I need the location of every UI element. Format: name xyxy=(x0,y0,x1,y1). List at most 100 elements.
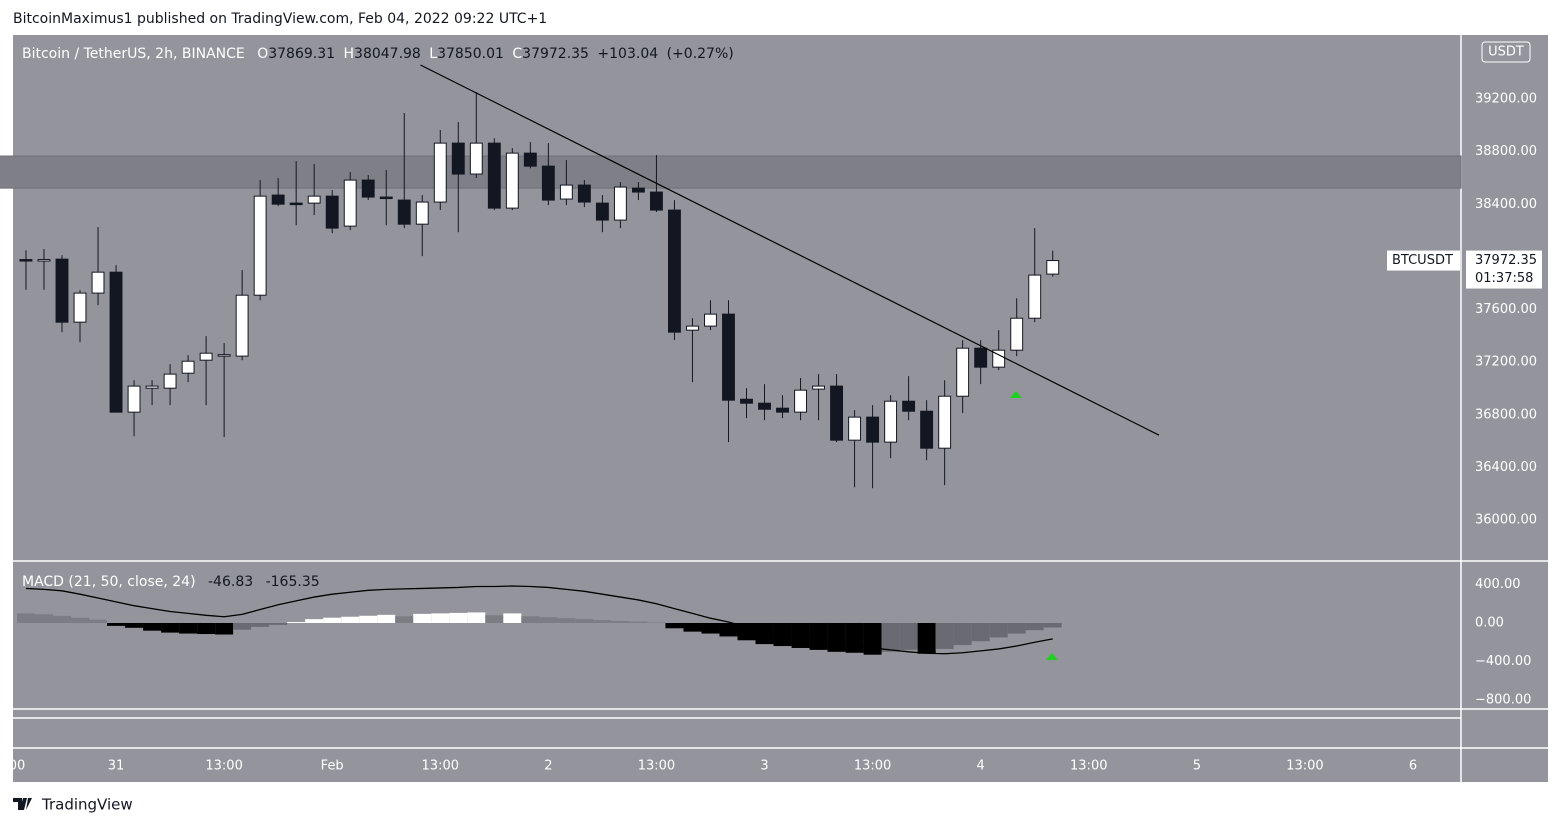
y-tick-label: 37200.00 xyxy=(1475,355,1537,370)
histogram-bar xyxy=(971,622,990,642)
histogram-bar xyxy=(539,617,558,623)
legend-value: 37869.31 xyxy=(268,46,335,62)
histogram-bar xyxy=(16,613,35,623)
candle-body xyxy=(325,195,339,229)
histogram-bar xyxy=(863,622,882,655)
footer: TradingView xyxy=(13,796,133,814)
pane-separators xyxy=(13,35,1548,782)
histogram-bar xyxy=(395,616,414,623)
histogram-bar xyxy=(881,622,900,652)
histogram-bar xyxy=(845,622,864,653)
candle-body xyxy=(127,385,141,413)
candle-body xyxy=(1028,274,1042,319)
histogram-bar xyxy=(827,622,846,652)
candle-body xyxy=(956,347,970,397)
x-tick-label: 13:00 xyxy=(1070,759,1107,774)
histogram-bar xyxy=(431,613,450,623)
candle-body xyxy=(361,179,375,198)
candle-body xyxy=(289,202,303,206)
candle-body xyxy=(668,209,681,333)
price-tag xyxy=(1466,250,1542,289)
legend-key: O xyxy=(257,46,268,62)
histogram-bar xyxy=(377,614,396,623)
candle-body xyxy=(776,407,789,413)
candle-body xyxy=(343,179,357,227)
histogram-bar xyxy=(575,619,594,623)
legend-change: +103.04 xyxy=(597,46,658,62)
y-tick-label: 39200.00 xyxy=(1475,92,1537,107)
candle-body xyxy=(91,271,105,294)
histogram-bar xyxy=(52,615,72,623)
histogram-bar xyxy=(197,622,216,635)
candle-body xyxy=(595,202,609,221)
histogram-bar xyxy=(557,618,576,623)
candle-body xyxy=(974,347,988,368)
last-price: 37972.35 xyxy=(1475,253,1537,268)
candle-body xyxy=(181,360,195,374)
candle-body xyxy=(1010,317,1024,351)
histogram-bar xyxy=(233,622,252,630)
x-tick-label: 6 xyxy=(1409,759,1417,774)
histogram-bar xyxy=(125,622,144,628)
candles xyxy=(19,92,1060,489)
candle-body xyxy=(487,142,501,209)
candle-body xyxy=(740,398,753,404)
x-tick-label: Feb xyxy=(321,759,344,774)
candle-body xyxy=(920,410,934,449)
header: BitcoinMaximus1 published on TradingView… xyxy=(13,11,547,27)
candle-body xyxy=(163,373,177,389)
histogram-bar xyxy=(341,616,360,623)
y-tick-label: 38400.00 xyxy=(1475,197,1537,212)
legend-value: 38047.98 xyxy=(354,46,421,62)
legend-change-percent: (+0.27%) xyxy=(667,46,734,62)
histogram-bar xyxy=(359,615,378,623)
y-tick-label: 36400.00 xyxy=(1475,460,1537,475)
histogram-bar xyxy=(503,613,522,623)
trendline xyxy=(420,64,1160,436)
histogram-bar xyxy=(251,622,270,627)
candle-body xyxy=(307,195,321,204)
x-tick-label: 00 xyxy=(9,759,26,774)
y-tick-label: 38800.00 xyxy=(1475,144,1537,159)
histogram-bar xyxy=(71,617,90,623)
candle-body xyxy=(145,385,159,389)
candle-body xyxy=(451,142,465,175)
candle-body xyxy=(469,142,483,175)
legend-key: L xyxy=(429,46,437,62)
histogram-bar xyxy=(179,622,198,634)
x-tick-label: 13:00 xyxy=(1286,759,1323,774)
histogram-bar xyxy=(755,622,774,645)
histogram-bar xyxy=(953,622,972,646)
candle-body xyxy=(866,416,880,443)
histogram-bar xyxy=(485,615,504,623)
macd-line xyxy=(25,585,1053,655)
histogram-bar xyxy=(701,622,720,634)
candle-body xyxy=(217,354,231,357)
histogram-bar xyxy=(413,613,432,623)
histogram-bar xyxy=(521,616,540,623)
histogram-bar xyxy=(1007,622,1026,634)
legend: Bitcoin / TetherUS, 2h, BINANCE O37869.3… xyxy=(22,46,734,62)
candle-body xyxy=(794,389,807,413)
currency: USDT xyxy=(1488,45,1524,60)
symbol: BTCUSDT xyxy=(1392,253,1453,268)
candle-body xyxy=(559,184,573,200)
x-tick-label: 13:00 xyxy=(422,759,459,774)
candle-body xyxy=(631,187,645,193)
candle-body xyxy=(505,152,519,209)
macd-title: MACD (21, 50, close, 24) xyxy=(22,574,196,590)
macd-legend: MACD (21, 50, close, 24) -46.83 -165.35 xyxy=(22,574,320,590)
candle-body xyxy=(19,259,33,262)
candle-body xyxy=(541,165,555,201)
histogram-bar xyxy=(809,622,828,650)
histogram-bar xyxy=(89,619,108,623)
y-tick-label: 36800.00 xyxy=(1475,407,1537,422)
histogram-bar xyxy=(719,622,738,637)
legend-value: -165.35 xyxy=(266,574,320,590)
histogram-bar xyxy=(107,622,126,626)
x-tick-label: 3 xyxy=(760,759,768,774)
currency-badge xyxy=(1481,41,1531,63)
candle-body xyxy=(199,352,213,361)
